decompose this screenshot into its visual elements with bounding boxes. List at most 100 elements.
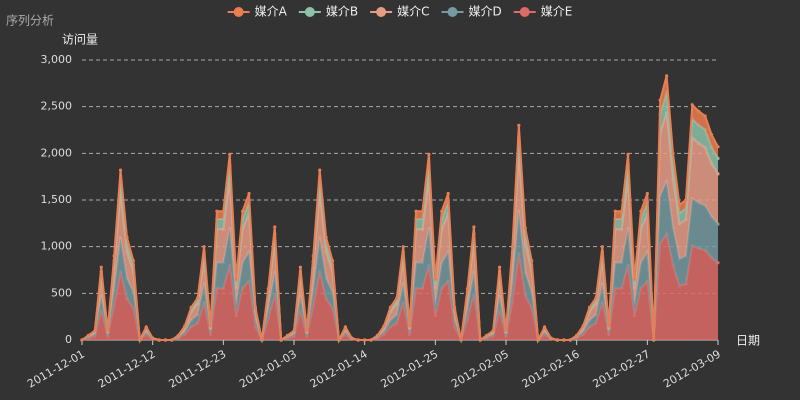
point	[536, 338, 540, 342]
point	[247, 191, 251, 196]
point	[408, 324, 412, 328]
y-tick-label: 500	[51, 286, 72, 299]
point	[671, 151, 675, 155]
point	[202, 245, 206, 249]
point	[555, 338, 559, 342]
point	[118, 168, 123, 172]
point	[401, 245, 405, 249]
y-tick-label: 2,000	[41, 146, 73, 159]
point	[517, 123, 521, 127]
point	[709, 133, 714, 137]
y-tick-label: 2,500	[41, 100, 73, 113]
point	[196, 296, 200, 300]
point	[697, 109, 701, 113]
point	[311, 254, 315, 258]
point	[151, 336, 155, 340]
point	[504, 329, 508, 333]
point	[607, 324, 611, 328]
point	[626, 152, 630, 156]
point	[324, 235, 328, 239]
x-tick-label: 2011-12-23	[166, 347, 228, 390]
point	[665, 74, 669, 78]
point	[549, 336, 553, 340]
point	[234, 277, 238, 281]
point	[523, 226, 527, 230]
point	[684, 198, 688, 202]
point	[703, 114, 707, 118]
point	[568, 338, 572, 342]
legend-label: 媒介B	[326, 5, 358, 19]
point	[491, 329, 495, 333]
point	[221, 209, 225, 213]
point	[131, 259, 135, 263]
legend-icon	[304, 7, 315, 17]
point	[510, 245, 515, 249]
point	[632, 277, 637, 281]
point	[350, 336, 354, 340]
legend-icon	[233, 7, 244, 17]
point	[581, 324, 585, 328]
point	[382, 324, 386, 328]
y-tick-label: 1,500	[41, 193, 73, 206]
point	[215, 209, 219, 213]
y-tick-label: 1,000	[41, 240, 73, 253]
point	[433, 277, 437, 281]
point	[80, 338, 84, 342]
point	[478, 338, 482, 342]
point	[453, 305, 457, 309]
point	[93, 329, 97, 333]
y-tick-label: 0	[65, 333, 72, 346]
point	[170, 338, 174, 342]
point	[607, 330, 611, 334]
x-tick-label: 2012-02-27	[590, 347, 652, 390]
x-tick-label: 2011-12-12	[96, 347, 158, 390]
legend-label: 媒介E	[541, 5, 573, 19]
x-tick-label: 2012-01-03	[237, 347, 299, 390]
y-axis-title: 访问量	[62, 33, 98, 47]
point	[138, 338, 142, 342]
point	[395, 296, 399, 300]
point	[542, 325, 547, 329]
point	[208, 332, 213, 336]
point	[497, 265, 502, 269]
point	[414, 209, 418, 213]
point	[620, 209, 624, 213]
legend-label: 媒介A	[255, 5, 288, 19]
area	[82, 234, 718, 340]
legend: 媒介A 媒介B 媒介C 媒介D 媒介E	[227, 5, 573, 19]
line	[81, 75, 719, 344]
point	[600, 245, 604, 249]
point	[125, 235, 129, 239]
point	[305, 329, 309, 333]
point	[86, 333, 91, 337]
point	[157, 338, 161, 342]
point	[208, 330, 213, 334]
x-tick-label: 2011-12-01	[25, 347, 87, 390]
point	[330, 259, 335, 263]
point	[716, 145, 720, 149]
point	[587, 305, 592, 309]
point	[485, 333, 489, 337]
point	[690, 103, 694, 107]
point	[189, 305, 193, 309]
area	[82, 112, 718, 341]
point	[343, 325, 347, 329]
x-tick-label: 2012-02-05	[449, 347, 511, 390]
point	[575, 333, 579, 337]
point	[273, 225, 277, 229]
point	[260, 338, 264, 342]
point	[163, 338, 168, 342]
legend-item: 媒介A	[227, 5, 288, 19]
x-axis-title: 日期	[736, 334, 760, 348]
x-tick-label: 2012-02-16	[520, 347, 582, 390]
point	[388, 305, 392, 309]
point	[472, 225, 476, 229]
point	[446, 191, 450, 196]
point	[652, 338, 656, 342]
point	[266, 287, 270, 291]
point	[613, 209, 617, 213]
point	[562, 338, 566, 342]
legend-item: 媒介C	[370, 5, 430, 19]
point	[183, 324, 187, 328]
point	[420, 209, 425, 213]
